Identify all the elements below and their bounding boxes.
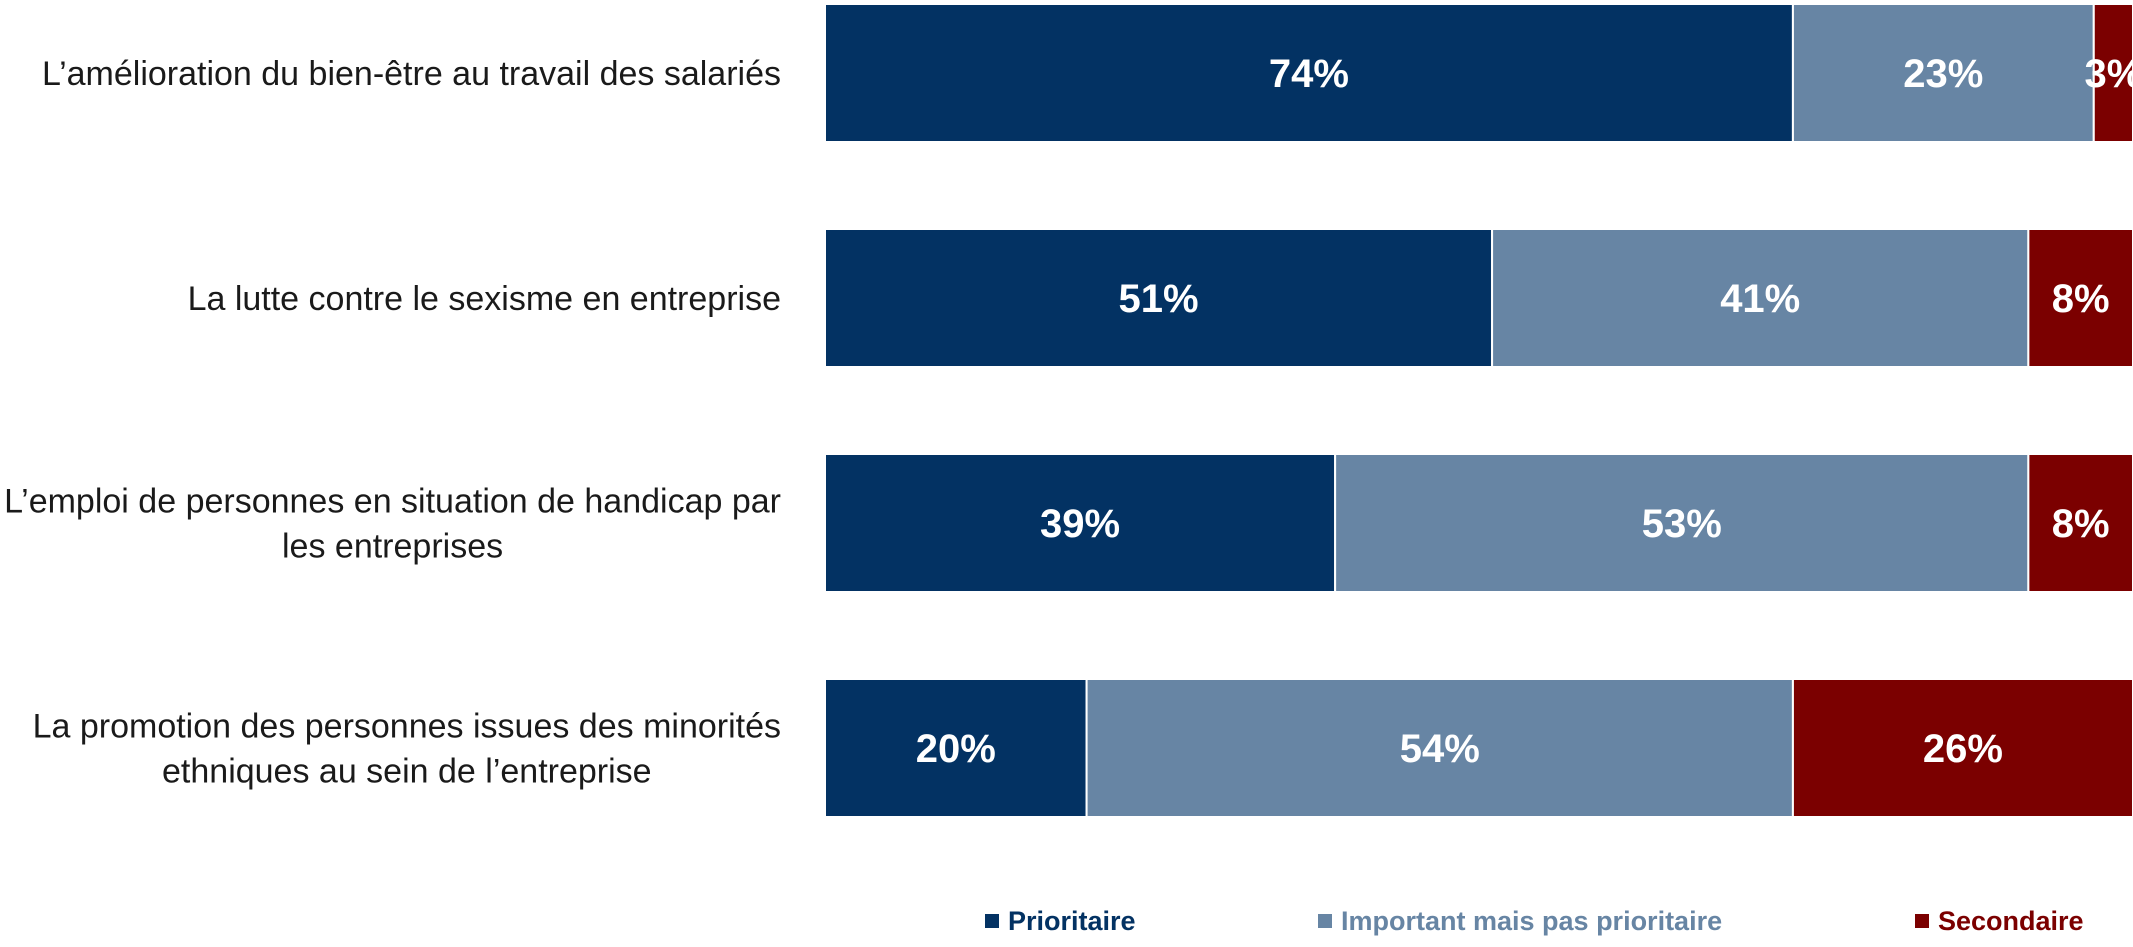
legend: Prioritaire Important mais pas prioritair… bbox=[985, 906, 2084, 936]
category-label-line: les entreprises bbox=[282, 528, 503, 566]
bar-segment bbox=[2027, 228, 2133, 368]
category-label: La promotion des personnes issues des mi… bbox=[33, 708, 781, 791]
legend-item: Secondaire bbox=[1915, 906, 2084, 936]
bar-segment bbox=[1491, 228, 2030, 368]
data-label: 20% bbox=[916, 727, 996, 771]
bar-segment bbox=[1791, 678, 2133, 818]
data-label: 74% bbox=[1269, 52, 1349, 96]
category-labels: L’amélioration du bien-être au travail d… bbox=[4, 55, 781, 791]
bar-segment bbox=[824, 228, 1494, 368]
legend-item: Prioritaire bbox=[985, 906, 1136, 936]
legend-label: Secondaire bbox=[1938, 906, 2084, 936]
bar-segment bbox=[824, 678, 1088, 818]
data-label: 8% bbox=[2052, 502, 2110, 546]
category-label-line: La promotion des personnes issues des mi… bbox=[33, 708, 781, 746]
category-label: La lutte contre le sexisme en entreprise bbox=[188, 280, 781, 318]
bar-segment bbox=[1791, 3, 2095, 143]
data-label: 23% bbox=[1903, 52, 1983, 96]
data-label: 54% bbox=[1400, 727, 1480, 771]
bar-segment bbox=[1085, 678, 1794, 818]
data-label: 53% bbox=[1642, 502, 1722, 546]
category-label: L’amélioration du bien-être au travail d… bbox=[42, 55, 781, 93]
data-label: 26% bbox=[1923, 727, 2003, 771]
data-label: 8% bbox=[2052, 277, 2110, 321]
category-label-line: ethniques au sein de l’entreprise bbox=[162, 753, 652, 791]
data-label: 39% bbox=[1040, 502, 1120, 546]
legend-item: Important mais pas prioritaire bbox=[1318, 906, 1722, 936]
legend-label: Prioritaire bbox=[1008, 906, 1136, 936]
legend-swatch bbox=[985, 914, 999, 928]
bar-segment bbox=[824, 453, 1337, 593]
legend-swatch bbox=[1915, 914, 1929, 928]
legend-swatch bbox=[1318, 914, 1332, 928]
data-label: 51% bbox=[1119, 277, 1199, 321]
category-label-line: L’emploi de personnes en situation de ha… bbox=[4, 483, 781, 521]
bars-group: 74% 23% 3% 51% 41% 8% 39% 53% 8% 20% 54% 26% bbox=[824, 3, 2133, 818]
bar-segment bbox=[1334, 453, 2030, 593]
data-label: 41% bbox=[1720, 277, 1800, 321]
legend-label: Important mais pas prioritaire bbox=[1341, 906, 1722, 936]
data-label: 3% bbox=[2084, 52, 2133, 96]
bar-segment bbox=[824, 3, 1794, 143]
bar-segment bbox=[2092, 3, 2133, 143]
category-label: L’emploi de personnes en situation de ha… bbox=[4, 483, 781, 566]
